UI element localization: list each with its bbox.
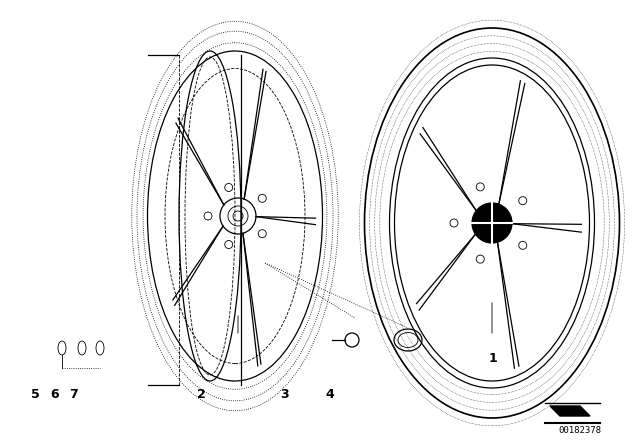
Polygon shape [550,406,590,416]
Text: 5: 5 [31,388,40,401]
Text: 4: 4 [325,388,334,401]
Text: 7: 7 [69,388,78,401]
Text: 2: 2 [197,388,206,401]
Text: 3: 3 [280,388,289,401]
Text: 00182378: 00182378 [559,426,602,435]
Text: 1: 1 [488,352,497,365]
Circle shape [472,203,512,243]
Text: 6: 6 [50,388,59,401]
